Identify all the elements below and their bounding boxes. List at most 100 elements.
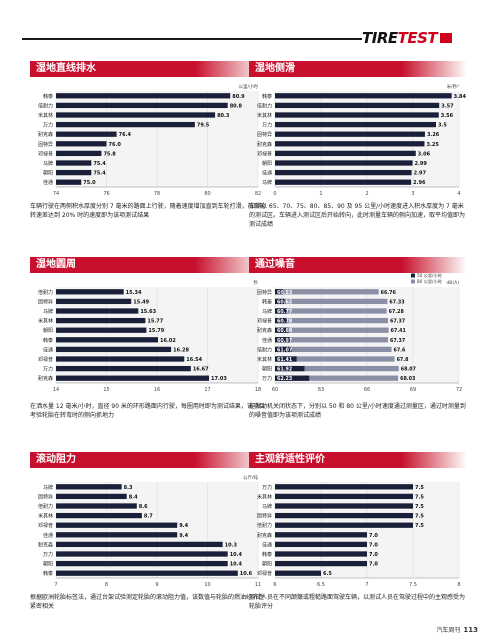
panel-pass-noise: 通过噪音 60 63 66 69 72 dB(A) 50 公里/小时 80 公里/小时 固特异 6… (249, 257, 467, 427)
bar (56, 484, 122, 490)
bar (275, 570, 321, 576)
bar (56, 131, 117, 137)
category-label: 佳通 (262, 337, 272, 344)
data-label: 7.5 (415, 514, 424, 520)
data-label: 2.99 (415, 161, 428, 167)
category-label: 倍耐力 (38, 503, 53, 510)
category-label: 米其林 (38, 513, 53, 520)
header-rule (22, 38, 362, 40)
panel-title: 湿地圆周 (30, 257, 266, 273)
chart-wet-circle: 14 15 16 17 18 秒倍耐力 15.34 固特异 15.49 马牌 15.63 米其林 15.… (30, 273, 266, 395)
tick-label: 63 (318, 387, 324, 393)
data-label: 15.63 (140, 309, 156, 315)
bar (275, 493, 413, 500)
data-label: 3.5 (438, 123, 447, 129)
bar-80 (275, 365, 399, 372)
tick-label: 7 (54, 582, 57, 588)
tick-label: 9 (155, 582, 158, 588)
category-label: 耐克森 (257, 327, 272, 334)
panel-title: 湿地侧滑 (249, 61, 467, 77)
bar-50 (275, 375, 310, 381)
category-label: 韩泰 (262, 551, 272, 558)
panel-caption: 在发动机关闭状态下，分别以 50 和 80 公里/小时速度通过测量区，通过时测量… (249, 403, 466, 419)
bar (275, 141, 425, 147)
data-label-80: 67.37 (390, 319, 405, 325)
category-label: 固特异 (257, 513, 272, 520)
category-label: 米其林 (257, 112, 272, 119)
tick-label: 72 (456, 387, 462, 393)
data-label: 75.4 (93, 171, 106, 177)
data-label-80: 67.33 (389, 299, 404, 305)
chart-pass-noise: 60 63 66 69 72 dB(A) 50 公里/小时 80 公里/小时 固特异 66.76 6… (249, 273, 467, 395)
tick-label: 7.5 (409, 582, 417, 588)
bar (275, 150, 416, 157)
data-label-80: 67.37 (390, 338, 405, 344)
category-label: 朝阳 (262, 561, 272, 568)
panel-caption: 车辆行驶在两侧积水厚度分别 7 毫米的路面上行驶，随着速度增加直到车轮打滑，前后… (30, 203, 266, 219)
unit-label: 公斤/吨 (243, 474, 259, 481)
bar (56, 560, 228, 567)
legend-swatch (411, 279, 415, 284)
unit-label: 米/秒² (447, 83, 460, 90)
category-label: 固特异 (38, 298, 53, 305)
category-label: 邓禄普 (257, 570, 272, 577)
data-label: 75.4 (93, 161, 106, 167)
bar (275, 484, 413, 490)
panel-caption: 车辆以 65、70、75、80、85、90 及 95 公里/小时速度进入积水厚度… (249, 203, 466, 228)
data-label: 16.02 (160, 338, 176, 344)
data-label-80: 68.07 (401, 367, 416, 373)
data-label: 10.4 (230, 552, 243, 558)
chart-comfort: 6 6.5 7 7.5 8 万力 7.5 米其林 7.5 马牌 7.5 固特异 7.5 倍耐力 7.5 耐克森… (249, 468, 467, 590)
data-label: 16.54 (186, 357, 202, 363)
bar (275, 169, 412, 176)
bar (275, 532, 367, 538)
bar (275, 102, 440, 109)
bar-50 (275, 308, 287, 314)
page-footer: 汽车周刊 113 (436, 625, 478, 634)
bar (56, 512, 142, 519)
data-label: 80.9 (232, 94, 245, 100)
data-label-50: 61.07 (277, 347, 292, 353)
chart-wet-lateral: 74 76 78 80 82 公里/小时 韩泰 80.9 倍耐力 80.8 米其林 80.3 万力 79.… (30, 77, 266, 199)
tick-label: 10 (204, 582, 210, 588)
bar (56, 551, 228, 557)
category-label: 马牌 (43, 308, 53, 315)
bar (56, 503, 137, 509)
category-label: 邓禄普 (38, 150, 53, 157)
data-label: 8.6 (139, 504, 148, 510)
category-label: 固特异 (38, 141, 53, 148)
bar (56, 570, 238, 576)
data-label: 10.4 (230, 562, 243, 568)
category-label: 朝阳 (262, 160, 272, 167)
category-label: 固特异 (38, 493, 53, 500)
category-label: 倍耐力 (257, 346, 272, 353)
legend-label: 50 公里/小时 (417, 273, 443, 279)
category-label: 米其林 (257, 356, 272, 363)
tick-label: 66 (364, 387, 370, 393)
data-label: 7.5 (415, 504, 424, 510)
data-label: 2.96 (413, 180, 426, 186)
category-label: 耐克森 (38, 131, 53, 138)
data-label-80: 67.41 (391, 328, 406, 334)
bar (275, 131, 425, 137)
bar-50 (275, 317, 287, 324)
category-label: 韩泰 (43, 570, 53, 577)
data-label: 6.5 (323, 571, 332, 577)
category-label: 米其林 (38, 318, 53, 325)
data-label: 3.06 (418, 151, 431, 157)
data-label: 2.97 (414, 171, 427, 177)
category-label: 马牌 (43, 160, 53, 167)
tick-label: 60 (272, 387, 278, 393)
data-label: 15.79 (148, 328, 164, 334)
data-label: 3.26 (427, 132, 440, 138)
category-label: 耐克森 (38, 541, 53, 548)
data-label: 7.0 (369, 533, 378, 539)
data-label: 9.4 (179, 523, 188, 529)
category-label: 万力 (43, 551, 53, 558)
category-label: 倍耐力 (38, 102, 53, 109)
tick-label: 80 (204, 191, 210, 197)
bar-50 (275, 365, 305, 372)
bar (56, 375, 210, 381)
data-label: 3.57 (441, 103, 454, 109)
category-label: 佳通 (262, 170, 272, 177)
